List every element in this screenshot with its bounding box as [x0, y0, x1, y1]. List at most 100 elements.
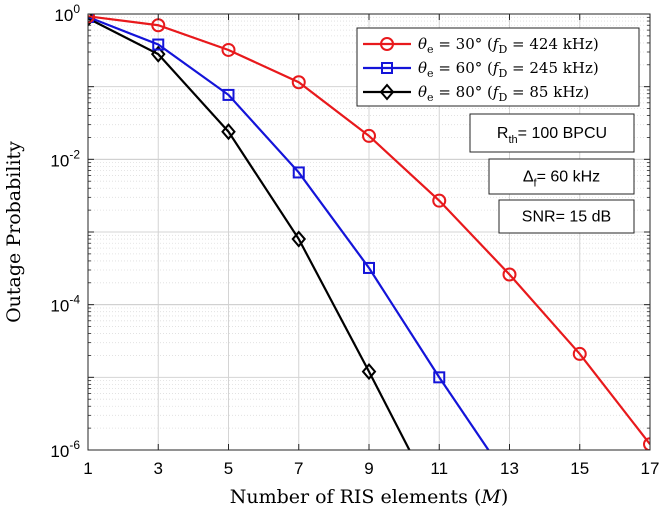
- y-tick-label: 10-4: [50, 293, 80, 316]
- legend-close: ): [583, 83, 589, 101]
- legend-f: f: [492, 83, 501, 101]
- legend-theta-sub: e: [427, 43, 434, 56]
- data-point-marker: [152, 38, 165, 51]
- legend-theta: θ: [418, 35, 427, 53]
- legend-paren: (: [482, 83, 493, 101]
- y-tick-base: 10: [50, 297, 69, 316]
- y-tick-base: 10: [54, 6, 73, 25]
- legend-angle: =: [434, 35, 456, 53]
- y-tick-label: 100: [54, 2, 80, 25]
- y-tick-base: 10: [50, 151, 69, 170]
- data-point-marker: [221, 42, 236, 57]
- y-tick-label: 10-6: [50, 438, 80, 461]
- legend-angle: =: [434, 83, 456, 101]
- series-line: [88, 17, 411, 450]
- data-point-marker: [221, 123, 236, 141]
- x-tick-label: 3: [154, 459, 163, 478]
- y-tick-exponent: -2: [69, 147, 80, 161]
- y-tick-base: 10: [50, 442, 69, 461]
- data-point-marker: [291, 230, 307, 248]
- y-axis-label: Outage Probability: [3, 141, 25, 323]
- x-tick-label: 7: [294, 459, 303, 478]
- x-axis-label-text: Number of RIS elements: [230, 486, 468, 508]
- series-0: [88, 14, 650, 450]
- y-tick-exponent: -4: [69, 293, 80, 307]
- x-axis-label: Number of RIS elements (M): [230, 486, 509, 508]
- legend-eq: =: [507, 59, 529, 77]
- data-point-marker: [502, 267, 517, 282]
- y-tick-exponent: -6: [69, 438, 80, 452]
- data-point-marker: [291, 75, 306, 90]
- legend-f-sub: D: [498, 91, 507, 104]
- legend-f-sub: D: [498, 67, 507, 80]
- legend-theta: θ: [418, 59, 427, 77]
- legend-marker: [379, 83, 395, 101]
- x-tick-label: 17: [641, 459, 660, 478]
- data-point-marker: [222, 88, 235, 101]
- annotation-box: [488, 158, 635, 195]
- annotation-box: [469, 113, 635, 153]
- data-point-marker: [432, 193, 447, 208]
- legend-marker: [380, 37, 394, 51]
- series-layer: [88, 14, 650, 450]
- annotation-main: SNR= 15 dB: [522, 209, 611, 226]
- x-tick-label: 1: [83, 459, 92, 478]
- legend-paren: (: [482, 59, 493, 77]
- annotation-sub: f: [534, 178, 538, 190]
- annotation-text: SNR= 15 dB: [522, 209, 611, 226]
- legend-theta-sub: e: [427, 67, 434, 80]
- legend-marker: [381, 62, 393, 74]
- legend-freq-value: 245 kHz: [529, 59, 593, 77]
- legend-close: ): [593, 35, 599, 53]
- annotations: Rth= 100 BPCU Δf= 60 kHz SNR= 15 dB: [469, 113, 635, 234]
- annotation-rest: = 100 BPCU: [518, 125, 607, 142]
- legend-entry-label: θe = 30° (fD = 424 kHz): [418, 35, 599, 56]
- data-point-marker: [433, 371, 446, 384]
- legend-f: f: [492, 59, 501, 77]
- legend-angle-value: 30°: [456, 35, 483, 53]
- annotation-sub: th: [508, 134, 517, 146]
- legend-freq-value: 424 kHz: [529, 35, 593, 53]
- series-line: [88, 15, 490, 450]
- data-point-marker: [363, 261, 375, 274]
- legend-f: f: [492, 35, 501, 53]
- data-point-marker: [150, 45, 166, 63]
- annotation-box: [498, 199, 635, 234]
- series-1: [88, 14, 490, 450]
- legend-entry-label: θe = 80° (fD = 85 kHz): [418, 83, 589, 104]
- legend-freq-value: 85 kHz: [529, 83, 583, 101]
- x-tick-label: 11: [430, 459, 448, 478]
- annotation-rest: = 60 kHz: [537, 169, 601, 186]
- annotation-main: R: [497, 125, 509, 142]
- annotation-text: Rth= 100 BPCU: [497, 125, 607, 146]
- legend-theta-sub: e: [427, 91, 434, 104]
- legend-theta: θ: [418, 83, 427, 101]
- annotation-text: Δf= 60 kHz: [523, 169, 600, 190]
- y-tick-label: 10-2: [50, 147, 80, 170]
- legend-close: ): [593, 59, 599, 77]
- legend: θe = 30° (fD = 424 kHz)θe = 60° (fD = 24…: [356, 27, 640, 107]
- legend-angle: =: [434, 59, 456, 77]
- legend-angle-value: 60°: [456, 59, 483, 77]
- series-2: [88, 14, 411, 450]
- legend-f-sub: D: [498, 43, 507, 56]
- legend-paren: (: [482, 35, 493, 53]
- data-point-marker: [362, 128, 376, 143]
- data-point-marker: [361, 363, 377, 381]
- x-axis-variable: M: [480, 486, 501, 508]
- data-point-marker: [643, 437, 650, 450]
- data-point-marker: [292, 166, 305, 179]
- x-tick-label: 13: [500, 459, 519, 478]
- axis-ticks: [87, 13, 651, 451]
- series-line: [88, 15, 650, 445]
- legend-angle-value: 80°: [456, 83, 483, 101]
- data-point-marker: [572, 346, 587, 361]
- annotation-main: Δ: [523, 169, 534, 186]
- x-tick-label: 9: [364, 459, 373, 478]
- y-tick-exponent: 0: [73, 2, 80, 16]
- x-tick-label: 5: [224, 459, 233, 478]
- x-tick-label: 15: [570, 459, 589, 478]
- legend-eq: =: [507, 35, 529, 53]
- legend-entry-label: θe = 60° (fD = 245 kHz): [418, 59, 599, 80]
- legend-eq: =: [507, 83, 529, 101]
